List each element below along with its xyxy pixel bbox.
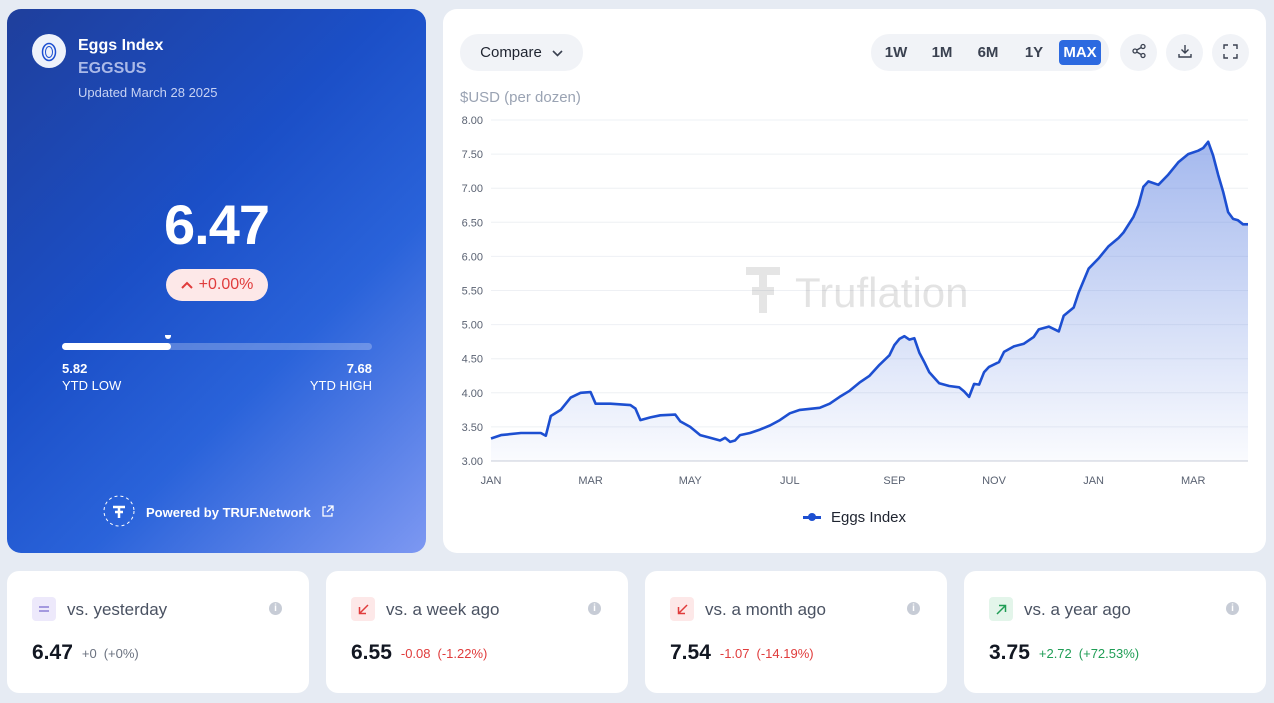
legend-series-marker bbox=[802, 513, 821, 521]
range-1m-button[interactable]: 1M bbox=[921, 40, 963, 65]
fullscreen-button[interactable] bbox=[1212, 34, 1249, 71]
legend-series-label: Eggs Index bbox=[830, 509, 907, 526]
comparison-card: vs. a year ago i 3.75 +2.72 (+72.53%) bbox=[964, 571, 1266, 693]
ytd-high-label: YTD HIGH bbox=[309, 378, 372, 393]
comparison-value: 3.75 bbox=[989, 641, 1030, 664]
series-line[interactable] bbox=[490, 140, 1248, 444]
arrow-down-left-icon bbox=[670, 597, 694, 621]
current-value: 6.47 bbox=[164, 193, 270, 256]
truflation-logo-icon bbox=[746, 267, 780, 313]
share-button[interactable] bbox=[1120, 34, 1157, 71]
chevron-down-icon bbox=[552, 44, 563, 61]
comparison-card: vs. a month ago i 7.54 -1.07 (-14.19%) bbox=[645, 571, 947, 693]
index-title: Eggs Index bbox=[78, 37, 164, 54]
range-1w-button[interactable]: 1W bbox=[875, 40, 917, 65]
download-button[interactable] bbox=[1166, 34, 1203, 71]
comparison-percent: (+0%) bbox=[103, 646, 139, 661]
arrow-up-right-icon bbox=[989, 597, 1013, 621]
fullscreen-icon bbox=[1223, 43, 1238, 62]
comparison-card: vs. yesterday i 6.47 +0 (+0%) bbox=[7, 571, 309, 693]
compare-label: Compare bbox=[480, 44, 542, 61]
comparison-percent: (+72.53%) bbox=[1078, 646, 1140, 661]
updated-date: Updated March 28 2025 bbox=[78, 85, 218, 100]
change-badge: +0.00% bbox=[166, 269, 268, 301]
comparison-label: vs. a month ago bbox=[705, 600, 826, 619]
comparison-delta: -1.07 bbox=[719, 646, 750, 661]
truf-network-logo-icon bbox=[102, 494, 136, 531]
y-tick-label: 3.00 bbox=[462, 456, 483, 468]
x-tick-label: JAN bbox=[1083, 475, 1104, 487]
share-icon bbox=[1131, 43, 1147, 62]
y-tick-label: 4.50 bbox=[462, 354, 483, 366]
x-tick-label: JUL bbox=[780, 475, 800, 487]
info-icon[interactable]: i bbox=[588, 602, 601, 615]
comparison-label: vs. a year ago bbox=[1024, 600, 1131, 619]
y-tick-label: 5.00 bbox=[462, 320, 483, 332]
y-tick-label: 7.50 bbox=[462, 149, 483, 161]
x-tick-label: SEP bbox=[883, 475, 905, 487]
ytd-range-bar bbox=[62, 343, 372, 350]
comparison-card: vs. a week ago i 6.55 -0.08 (-1.22%) bbox=[326, 571, 628, 693]
range-max-button[interactable]: MAX bbox=[1059, 40, 1101, 65]
ytd-range-marker bbox=[164, 335, 171, 339]
comparison-percent: (-1.22%) bbox=[437, 646, 488, 661]
powered-by-text: Powered by TRUF.Network bbox=[146, 505, 311, 520]
comparison-delta: -0.08 bbox=[400, 646, 431, 661]
watermark-text: Truflation bbox=[795, 269, 969, 316]
info-icon[interactable]: i bbox=[269, 602, 282, 615]
comparison-value: 6.47 bbox=[32, 641, 73, 664]
comparison-label: vs. yesterday bbox=[67, 600, 168, 619]
x-tick-label: MAR bbox=[1181, 475, 1206, 487]
arrow-down-left-icon bbox=[351, 597, 375, 621]
egg-logo-icon bbox=[32, 34, 66, 68]
range-1y-button[interactable]: 1Y bbox=[1013, 40, 1055, 65]
range-6m-button[interactable]: 6M bbox=[967, 40, 1009, 65]
compare-dropdown[interactable]: Compare bbox=[460, 34, 583, 71]
y-tick-label: 6.00 bbox=[462, 251, 483, 263]
info-icon[interactable]: i bbox=[907, 602, 920, 615]
index-summary-card: Eggs Index EGGSUS Updated March 28 2025 … bbox=[7, 9, 426, 553]
comparison-delta: +0 bbox=[81, 646, 97, 661]
x-tick-label: NOV bbox=[982, 475, 1007, 487]
y-tick-label: 5.50 bbox=[462, 286, 483, 298]
comparison-value: 6.55 bbox=[351, 641, 392, 664]
x-tick-label: MAR bbox=[578, 475, 603, 487]
y-tick-label: 4.00 bbox=[462, 388, 483, 400]
x-tick-label: JAN bbox=[481, 475, 502, 487]
series-area-fill bbox=[491, 141, 1248, 462]
truflation-watermark: Truflation bbox=[746, 267, 969, 316]
y-tick-label: 6.50 bbox=[462, 217, 483, 229]
ytd-high-value: 7.68 bbox=[346, 361, 372, 376]
chevron-up-icon bbox=[180, 276, 193, 294]
ytd-low-label: YTD LOW bbox=[62, 378, 122, 393]
x-tick-label: MAY bbox=[679, 475, 703, 487]
powered-by-link[interactable]: Powered by TRUF.Network bbox=[102, 494, 334, 531]
ytd-low-value: 5.82 bbox=[62, 361, 88, 376]
ytd-range-fill bbox=[62, 343, 171, 350]
y-tick-label: 3.50 bbox=[462, 422, 483, 434]
chart-legend[interactable]: Eggs Index bbox=[443, 509, 1266, 526]
y-tick-label: 8.00 bbox=[462, 115, 483, 127]
comparison-delta: +2.72 bbox=[1038, 646, 1072, 661]
y-tick-label: 7.00 bbox=[462, 183, 483, 195]
download-icon bbox=[1177, 43, 1193, 62]
comparison-label: vs. a week ago bbox=[386, 600, 500, 619]
y-axis-unit-label: $USD (per dozen) bbox=[460, 89, 581, 106]
price-chart: Truflation 8.00 7.50 7.00 6.50 6.00 5.50 5.00 4… bbox=[462, 115, 1248, 487]
comparison-percent: (-14.19%) bbox=[756, 646, 814, 661]
index-ticker: EGGSUS bbox=[78, 60, 147, 77]
time-range-selector: 1W 1M 6M 1Y MAX bbox=[871, 34, 1109, 71]
info-icon[interactable]: i bbox=[1226, 602, 1239, 615]
change-percent: +0.00% bbox=[198, 276, 254, 293]
comparison-value: 7.54 bbox=[670, 641, 711, 664]
external-link-icon bbox=[321, 504, 334, 521]
equals-icon bbox=[32, 597, 56, 621]
chart-card: Compare 1W 1M 6M 1Y MAX bbox=[443, 9, 1266, 553]
